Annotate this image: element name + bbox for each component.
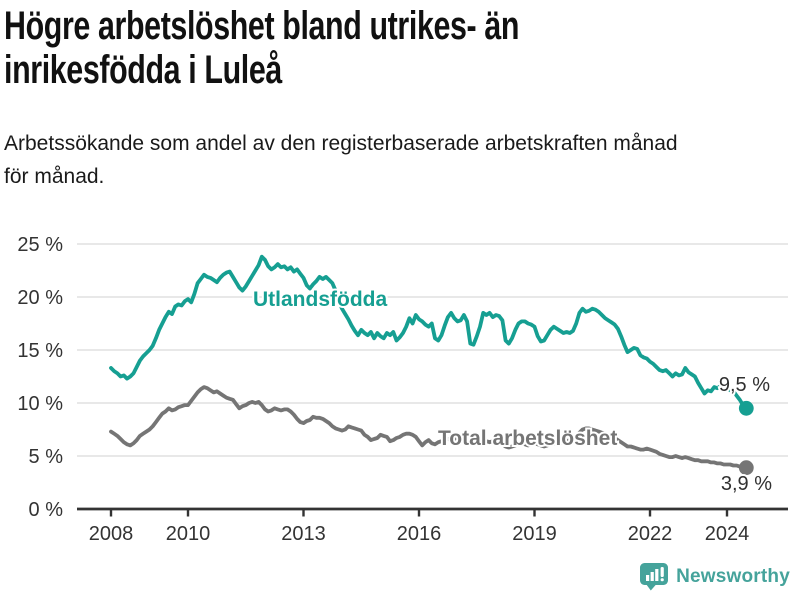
brand-footer: Newsworthy (639, 562, 790, 591)
y-tick-label: 5 % (29, 446, 64, 468)
x-tick-label: 2013 (281, 523, 326, 545)
series-end-dot-0 (738, 400, 754, 416)
series-end-dot-1 (738, 460, 754, 476)
page-title: Högre arbetslöshet bland utrikes- än inr… (4, 4, 519, 92)
series-end-value-1: 3,9 % (721, 473, 772, 495)
chart-area: 0 % 5 % 10 % 15 % 20 % 25 % 2008 2010 2013 2016 20… (0, 222, 800, 562)
x-tick-label: 2024 (705, 523, 750, 545)
y-tick-label: 0 % (29, 499, 64, 521)
series-line-1 (109, 385, 749, 470)
x-tick-label: 2022 (628, 523, 673, 545)
x-tick-label: 2019 (512, 523, 557, 545)
y-tick-label: 25 % (17, 234, 63, 256)
title-line-2: inrikesfödda i Luleå (4, 48, 282, 92)
brand-name: Newsworthy (676, 565, 790, 587)
series-label-1: Total arbetslöshet (438, 427, 617, 450)
x-tick-label: 2008 (89, 523, 134, 545)
series-label-0: Utlandsfödda (253, 288, 387, 311)
y-tick-label: 15 % (17, 340, 63, 362)
subtitle-line-2: för månad. (4, 164, 105, 188)
unemployment-line-chart: 0 % 5 % 10 % 15 % 20 % 25 % 2008 2010 2013 2016 20… (17, 234, 788, 545)
series-line-0 (109, 254, 749, 411)
y-tick-label: 10 % (17, 393, 63, 415)
subtitle-line-1: Arbetssökande som andel av den registerb… (4, 132, 678, 155)
series-end-value-0: 9,5 % (719, 374, 770, 396)
title-line-1: Högre arbetslöshet bland utrikes- än (4, 4, 520, 48)
x-tick-label: 2010 (166, 523, 211, 545)
x-tick-label: 2016 (397, 523, 442, 545)
newsworthy-logo-icon (640, 563, 669, 591)
y-tick-label: 20 % (17, 287, 63, 309)
page-subtitle: Arbetssökande som andel av den registerb… (4, 128, 678, 193)
